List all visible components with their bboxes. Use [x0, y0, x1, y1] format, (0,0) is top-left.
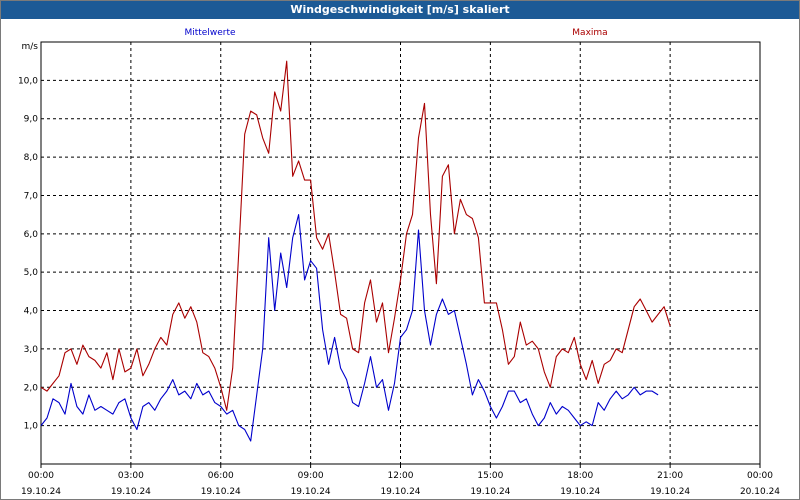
y-axis-unit: m/s [22, 42, 39, 52]
y-tick-label: 9,0 [24, 115, 39, 125]
x-tick-date: 19.10.24 [650, 487, 690, 497]
y-tick-label: 5,0 [24, 268, 39, 278]
y-tick-label: 10,0 [18, 76, 38, 86]
x-tick-date: 19.10.24 [201, 487, 241, 497]
legend-maxima: Maxima [572, 28, 607, 38]
series-line-maxima [40, 60, 671, 411]
y-tick-label: 8,0 [24, 153, 39, 163]
x-tick-date: 19.10.24 [470, 487, 510, 497]
y-tick-label: 3,0 [24, 345, 39, 355]
x-tick-time: 18:00 [567, 471, 593, 481]
legend-mittelwerte: Mittelwerte [184, 28, 235, 38]
x-tick-date: 19.10.24 [21, 487, 61, 497]
x-tick-date: 19.10.24 [111, 487, 151, 497]
x-tick-time: 00:00 [747, 471, 773, 481]
x-tick-date: 19.10.24 [291, 487, 331, 497]
x-tick-time: 06:00 [208, 471, 234, 481]
x-tick-date: 20.10.24 [740, 487, 780, 497]
x-tick-time: 15:00 [477, 471, 503, 481]
y-tick-label: 6,0 [24, 230, 39, 240]
x-tick-time: 21:00 [657, 471, 683, 481]
series-line-mittelwerte [40, 214, 659, 442]
y-tick-label: 7,0 [24, 191, 39, 201]
y-tick-label: 2,0 [24, 383, 39, 393]
x-tick-time: 12:00 [388, 471, 414, 481]
y-tick-label: 1,0 [24, 422, 39, 432]
x-tick-time: 00:00 [28, 471, 54, 481]
y-tick-label: 4,0 [24, 307, 39, 317]
x-tick-time: 09:00 [298, 471, 324, 481]
window-title: Windgeschwindigkeit [m/s] skaliert [1, 1, 799, 19]
x-tick-time: 03:00 [118, 471, 144, 481]
x-tick-date: 19.10.24 [560, 487, 600, 497]
x-tick-date: 19.10.24 [380, 487, 420, 497]
